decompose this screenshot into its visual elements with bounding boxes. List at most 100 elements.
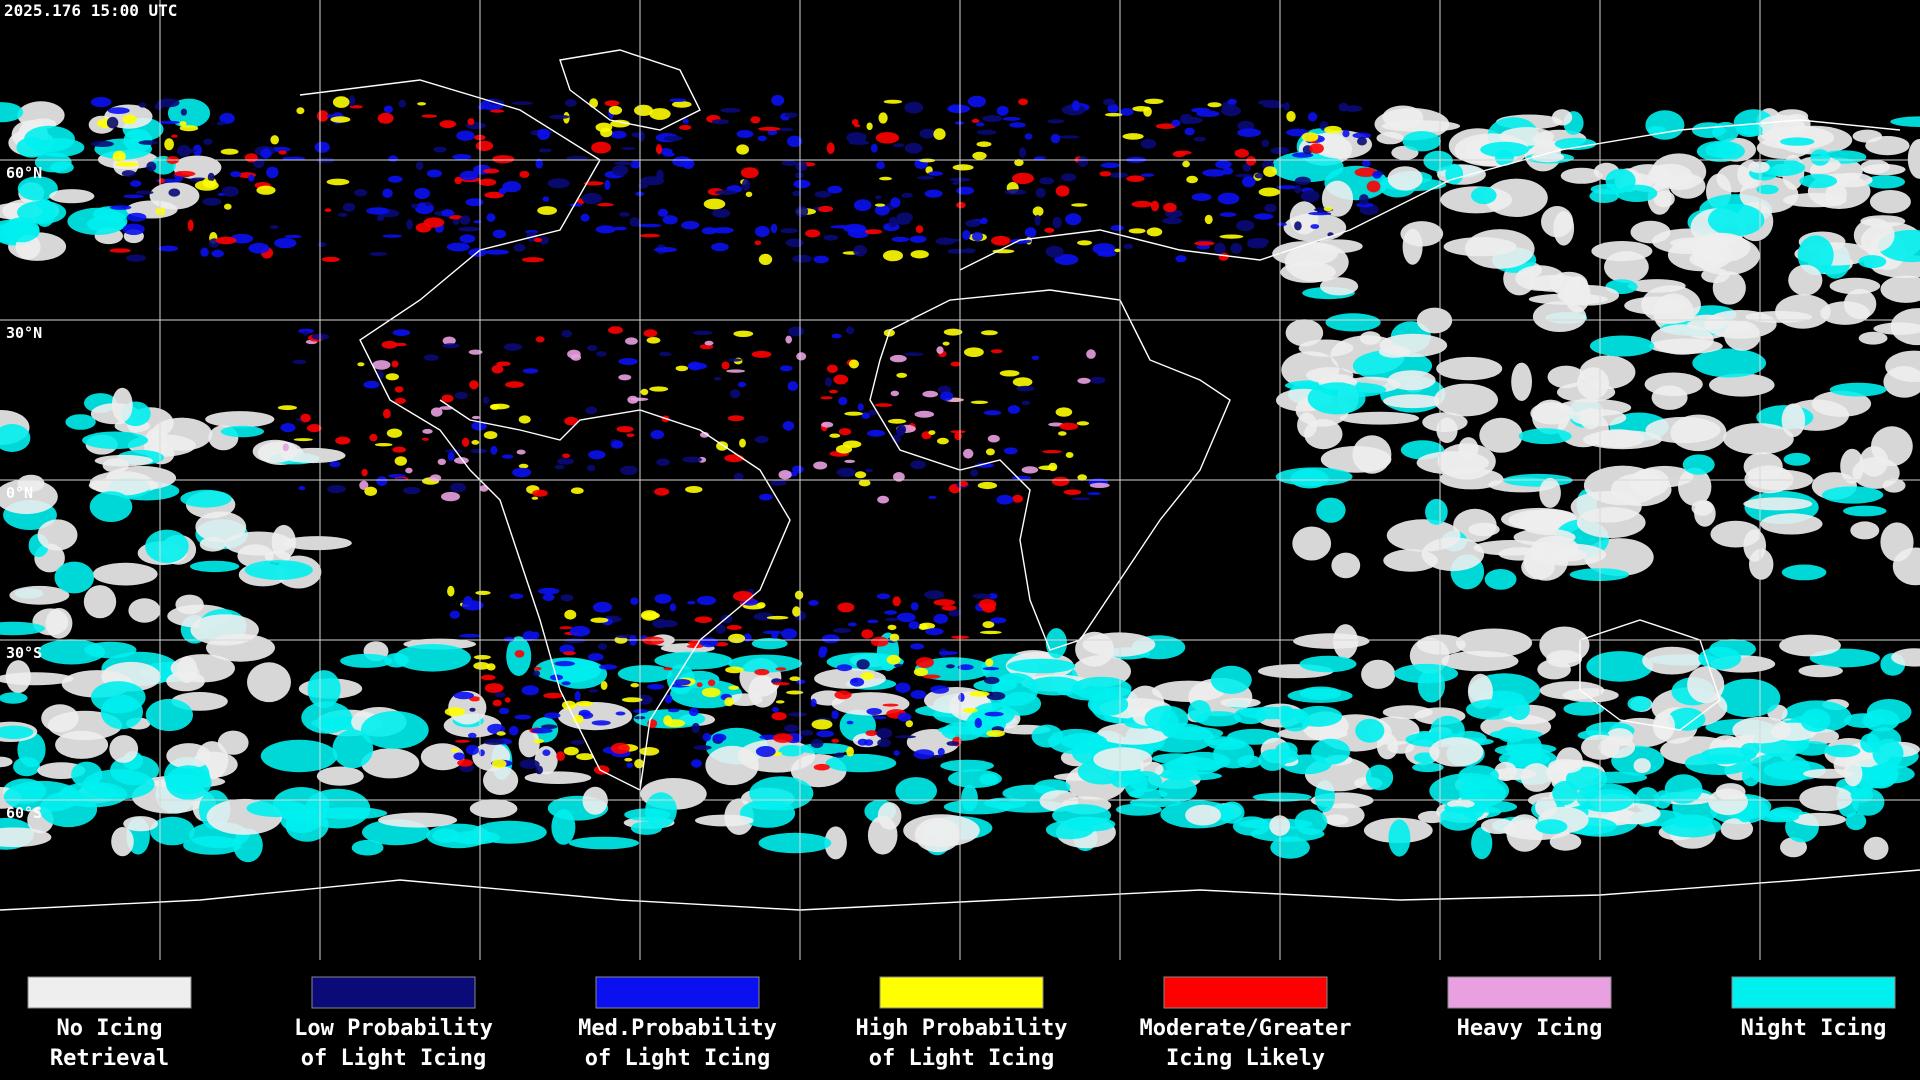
cloud-patch: [1038, 465, 1056, 471]
cloud-patch: [503, 636, 515, 642]
cloud-patch: [1275, 742, 1298, 759]
cloud-patch: [1207, 102, 1222, 108]
cloud-patch: [913, 749, 935, 760]
cloud-patch: [1636, 465, 1694, 488]
cloud-patch: [1065, 452, 1074, 458]
cloud-patch: [1458, 765, 1499, 787]
cloud-patch: [0, 102, 24, 123]
cloud-patch: [771, 631, 779, 639]
cloud-patch: [1829, 277, 1881, 295]
cloud-patch: [533, 666, 542, 671]
cloud-patch: [943, 328, 963, 336]
cloud-patch: [1705, 142, 1738, 158]
cloud-patch: [472, 820, 547, 844]
cloud-patch: [882, 703, 899, 707]
cloud-patch: [662, 215, 678, 225]
cloud-patch: [454, 392, 468, 400]
cloud-patch: [224, 203, 232, 210]
cloud-patch: [167, 98, 211, 128]
cloud-patch: [634, 104, 653, 116]
cloud-patch: [965, 219, 981, 228]
cloud-patch: [166, 671, 206, 692]
cloud-patch: [394, 397, 406, 404]
cloud-patch: [870, 636, 889, 647]
cloud-patch: [183, 836, 242, 855]
cloud-patch: [386, 428, 403, 438]
cloud-patch: [1494, 761, 1517, 782]
cloud-patch: [982, 667, 1000, 671]
coastline: [299, 79, 791, 792]
cloud-patch: [786, 135, 803, 147]
cloud-patch: [151, 417, 213, 451]
cloud-patch: [779, 365, 793, 372]
cloud-patch: [1715, 783, 1746, 801]
cloud-patch: [483, 168, 500, 174]
cloud-patch: [861, 412, 871, 420]
cloud-patch: [1892, 547, 1920, 586]
cloud-patch: [115, 162, 139, 167]
cloud-patch: [502, 181, 522, 193]
latitude-label: 30°N: [6, 324, 42, 342]
cloud-patch: [1006, 658, 1076, 674]
cloud-patch: [893, 472, 905, 482]
cloud-patch: [532, 489, 548, 497]
cloud-patch: [453, 691, 474, 700]
cloud-patch: [1045, 628, 1067, 659]
cloud-patch: [1294, 176, 1311, 185]
legend: No Icing Retrieval Low Probability of Light…: [27, 976, 1896, 1071]
cloud-patch: [642, 636, 665, 645]
cloud-patch: [583, 181, 604, 186]
cloud-patch: [469, 380, 479, 390]
cloud-patch: [514, 714, 532, 720]
cloud-patch: [1770, 806, 1803, 818]
cloud-patch: [784, 112, 798, 118]
cloud-patch: [1383, 394, 1442, 409]
cloud-patch: [1705, 754, 1743, 765]
cloud-patch: [1295, 705, 1343, 727]
cloud-patch: [1811, 390, 1872, 417]
cloud-patch: [1089, 482, 1110, 488]
cloud-patch: [687, 600, 696, 605]
cloud-patch: [725, 666, 744, 674]
cloud-patch: [894, 663, 903, 668]
cloud-patch: [302, 331, 309, 336]
cloud-patch: [485, 249, 510, 255]
cloud-patch: [492, 699, 502, 707]
cloud-patch: [1122, 133, 1144, 140]
cloud-patch: [522, 368, 539, 374]
cloud-patch: [575, 700, 594, 707]
cloud-patch: [1115, 770, 1142, 785]
cloud-patch: [858, 479, 871, 487]
cloud-patch: [833, 374, 849, 385]
cloud-patch: [883, 250, 903, 262]
cloud-patch: [1144, 98, 1164, 105]
cloud-patch: [1324, 125, 1342, 134]
cloud-patch: [34, 138, 85, 157]
cloud-patch: [1105, 112, 1123, 117]
cloud-patch: [282, 443, 289, 452]
cloud-patch: [1126, 175, 1145, 182]
cloud-patch: [89, 471, 154, 496]
cloud-patch: [1292, 526, 1332, 561]
cloud-patch: [1077, 240, 1092, 246]
legend-label: Moderate/Greater: [1140, 1016, 1352, 1041]
cloud-patch: [1480, 141, 1529, 158]
cloud-patch: [483, 431, 498, 440]
cloud-patch: [509, 593, 524, 599]
cloud-patch: [354, 189, 368, 197]
cloud-patch: [924, 189, 943, 198]
cloud-patch: [681, 220, 700, 230]
cloud-patch: [1301, 190, 1320, 203]
cloud-patch: [1845, 812, 1867, 831]
cloud-patch: [1743, 497, 1813, 511]
cloud-patch: [392, 329, 411, 336]
cloud-patch: [1803, 768, 1854, 779]
cloud-patch: [813, 255, 829, 264]
cloud-patch: [794, 590, 804, 600]
cloud-patch: [782, 421, 795, 431]
cloud-patch: [941, 605, 957, 611]
cloud-patch: [845, 326, 855, 335]
cloud-patch: [1051, 476, 1070, 487]
cloud-patch: [176, 145, 192, 157]
